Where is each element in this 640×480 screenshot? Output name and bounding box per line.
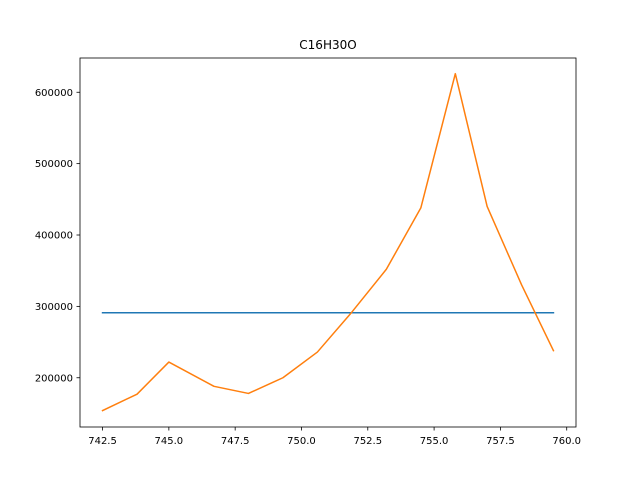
x-tick-label: 750.0 [287, 436, 316, 447]
x-axis: 742.5 745.0 747.5 750.0 752.5 755.0 757.5 760.0 [88, 427, 581, 447]
y-tick-label: 500000 [35, 159, 73, 170]
series-layer [101, 72, 555, 412]
y-tick-label: 400000 [35, 231, 73, 242]
x-tick-label: 752.5 [353, 436, 382, 447]
x-tick-label: 745.0 [155, 436, 184, 447]
x-tick-label: 757.5 [486, 436, 515, 447]
y-tick-label: 300000 [35, 302, 73, 313]
x-tick-label: 742.5 [88, 436, 117, 447]
x-tick-label: 755.0 [420, 436, 449, 447]
chart-title: C16H30O [299, 38, 356, 52]
x-tick-label: 747.5 [221, 436, 250, 447]
plot-frame [79, 57, 577, 428]
x-tick-label: 760.0 [552, 436, 581, 447]
y-tick-label: 600000 [35, 88, 73, 99]
y-tick-label: 200000 [35, 373, 73, 384]
y-axis: 200000 300000 400000 500000 600000 [35, 88, 80, 384]
series-line-2 [101, 72, 555, 412]
